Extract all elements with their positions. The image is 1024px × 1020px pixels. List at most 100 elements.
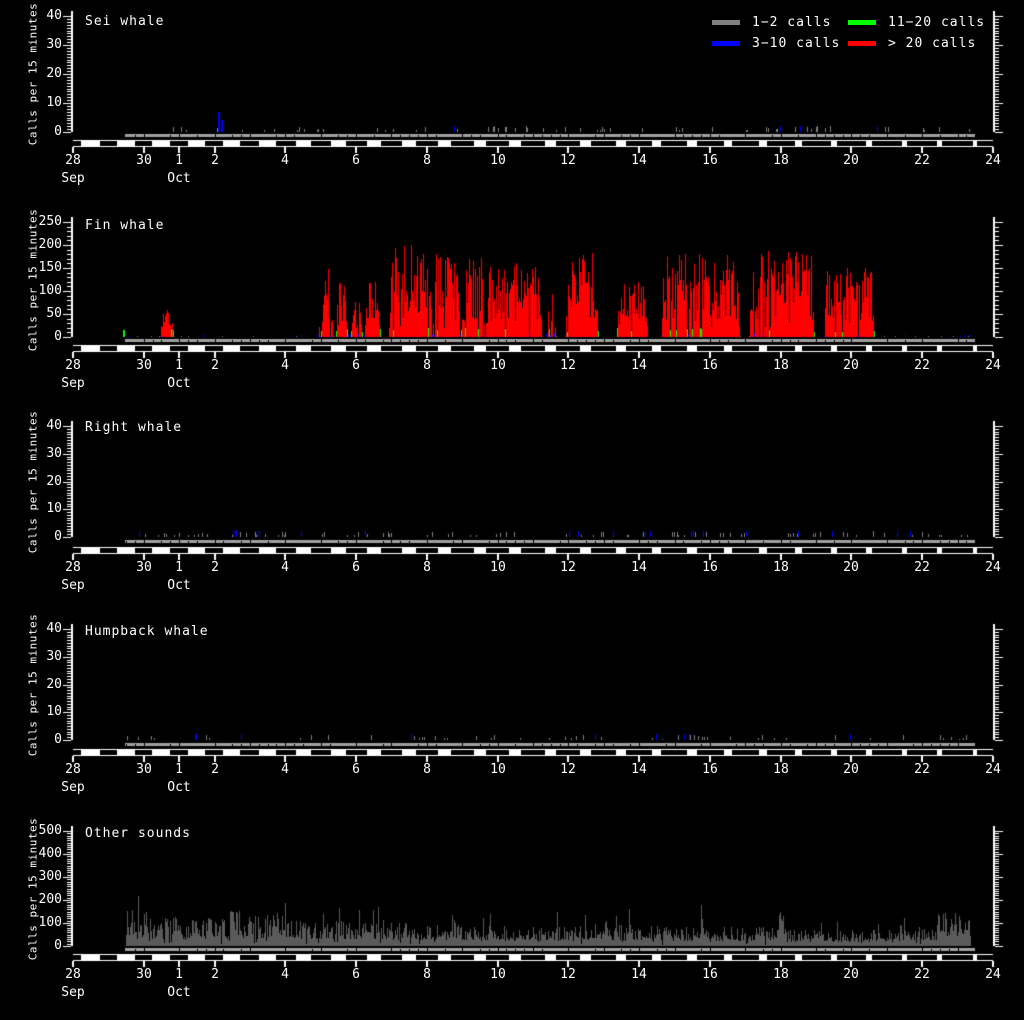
x-tick-label: 10 (490, 762, 506, 777)
y-tick-label: 40 (46, 418, 62, 433)
y-tick-label: 250 (38, 214, 62, 229)
x-tick-label: 20 (843, 358, 859, 373)
y-tick-label: 400 (38, 846, 62, 861)
legend-swatch-red (848, 40, 876, 46)
x-tick-label: 8 (423, 967, 431, 982)
legend-item-11-20-calls: 11−20 calls (848, 14, 986, 30)
x-tick-label: 28 (65, 153, 81, 168)
x-tick-label: 8 (423, 762, 431, 777)
legend-item-3-10-calls: 3−10 calls (712, 36, 840, 51)
x-tick-label: 30 (136, 153, 152, 168)
x-month-label: Oct (167, 985, 191, 1000)
y-tick-label: 20 (46, 677, 62, 692)
legend-swatch-gray (712, 19, 740, 25)
x-tick-label: 4 (281, 560, 289, 575)
x-tick-label: 28 (65, 762, 81, 777)
x-tick-label: 12 (560, 762, 576, 777)
x-tick-label: 10 (490, 153, 506, 168)
x-tick-label: 12 (560, 358, 576, 373)
y-tick-label: 500 (38, 823, 62, 838)
y-tick-label: 300 (38, 869, 62, 884)
x-tick-label: 10 (490, 560, 506, 575)
x-tick-label: 16 (702, 358, 718, 373)
x-tick-label: 22 (914, 762, 930, 777)
y-tick-label: 40 (46, 8, 62, 23)
x-tick-label: 2 (211, 358, 219, 373)
x-tick-label: 12 (560, 560, 576, 575)
x-tick-label: 10 (490, 358, 506, 373)
x-month-label: Sep (61, 171, 85, 186)
x-month-label: Sep (61, 780, 85, 795)
x-tick-label: 28 (65, 560, 81, 575)
x-tick-label: 30 (136, 560, 152, 575)
y-tick-label: 30 (46, 37, 62, 52)
panel-title-humpback-whale: Humpback whale (85, 624, 209, 639)
x-month-label: Sep (61, 985, 85, 1000)
legend-swatch-blue (712, 40, 740, 46)
x-tick-label: 24 (985, 967, 1001, 982)
x-tick-label: 24 (985, 560, 1001, 575)
legend-item-over-20-calls: > 20 calls (848, 35, 977, 51)
legend-item-1-2-calls: 1−2 calls (712, 14, 832, 30)
x-tick-label: 4 (281, 762, 289, 777)
x-tick-label: 12 (560, 967, 576, 982)
x-tick-label: 18 (773, 358, 789, 373)
x-tick-label: 1 (175, 358, 183, 373)
y-tick-label: 10 (46, 704, 62, 719)
x-tick-label: 14 (631, 358, 647, 373)
x-tick-label: 12 (560, 153, 576, 168)
panel-title-fin-whale: Fin whale (85, 218, 165, 233)
x-tick-label: 22 (914, 560, 930, 575)
x-tick-label: 8 (423, 153, 431, 168)
x-tick-label: 6 (352, 967, 360, 982)
x-month-label: Oct (167, 376, 191, 391)
x-tick-label: 28 (65, 358, 81, 373)
x-tick-label: 18 (773, 967, 789, 982)
x-tick-label: 22 (914, 967, 930, 982)
x-month-label: Sep (61, 578, 85, 593)
y-tick-label: 30 (46, 446, 62, 461)
legend-swatch-green (848, 19, 876, 25)
x-tick-label: 14 (631, 967, 647, 982)
x-tick-label: 30 (136, 358, 152, 373)
x-tick-label: 6 (352, 560, 360, 575)
x-tick-label: 2 (211, 967, 219, 982)
x-tick-label: 16 (702, 762, 718, 777)
legend-label: 1−2 calls (752, 14, 832, 30)
x-month-label: Sep (61, 376, 85, 391)
x-tick-label: 18 (773, 762, 789, 777)
legend-label: 11−20 calls (888, 14, 986, 30)
x-tick-label: 2 (211, 560, 219, 575)
y-tick-label: 50 (46, 306, 62, 321)
y-tick-label: 100 (38, 283, 62, 298)
x-tick-label: 6 (352, 153, 360, 168)
y-tick-label: 200 (38, 237, 62, 252)
x-tick-label: 4 (281, 358, 289, 373)
panel-title-right-whale: Right whale (85, 420, 183, 435)
x-tick-label: 20 (843, 967, 859, 982)
x-tick-label: 1 (175, 153, 183, 168)
y-tick-label: 0 (54, 732, 62, 747)
panel-title-sei-whale: Sei whale (85, 14, 165, 29)
x-tick-label: 22 (914, 358, 930, 373)
y-tick-label: 20 (46, 66, 62, 81)
panel-title-other-sounds: Other sounds (85, 826, 191, 841)
x-month-label: Oct (167, 578, 191, 593)
x-tick-label: 1 (175, 967, 183, 982)
legend-label: > 20 calls (888, 35, 977, 51)
y-tick-label: 0 (54, 329, 62, 344)
y-tick-label: 40 (46, 621, 62, 636)
x-tick-label: 24 (985, 153, 1001, 168)
x-tick-label: 14 (631, 153, 647, 168)
x-tick-label: 20 (843, 762, 859, 777)
x-tick-label: 22 (914, 153, 930, 168)
x-month-label: Oct (167, 171, 191, 186)
x-tick-label: 2 (211, 762, 219, 777)
y-tick-label: 20 (46, 474, 62, 489)
x-tick-label: 24 (985, 358, 1001, 373)
y-tick-label: 0 (54, 938, 62, 953)
x-tick-label: 8 (423, 560, 431, 575)
x-tick-label: 20 (843, 560, 859, 575)
x-tick-label: 16 (702, 967, 718, 982)
